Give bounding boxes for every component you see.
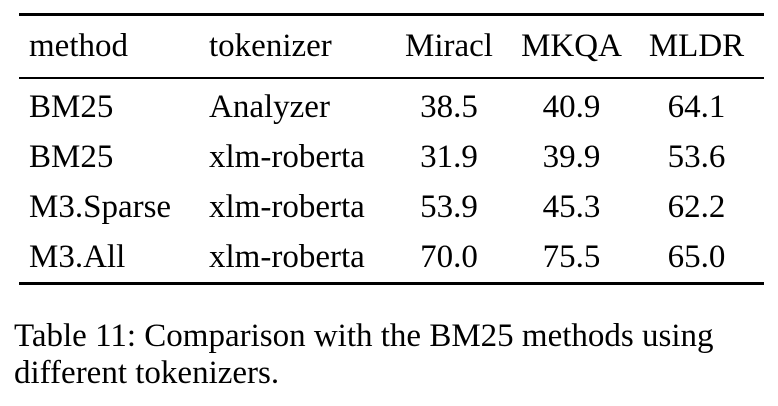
cell-method: BM25 <box>29 88 114 125</box>
cell-tokenizer: Analyzer <box>209 88 330 125</box>
cell-method: M3.All <box>29 238 126 275</box>
cell-miracl: 70.0 <box>420 238 478 275</box>
table-caption: Table 11: Comparison with the BM25 metho… <box>14 318 774 392</box>
cell-mkqa: 75.5 <box>542 238 601 275</box>
cell-miracl: 38.5 <box>420 88 478 125</box>
cell-method: BM25 <box>29 138 114 175</box>
header-row: method tokenizer Miracl MKQA MLDR <box>19 14 764 79</box>
table-row: BM25 xlm-roberta 31.9 39.9 53.6 <box>19 132 764 182</box>
cell-mldr: 53.6 <box>667 138 726 175</box>
column-header-method: method <box>19 14 204 79</box>
caption-line: Table 11: Comparison with the BM25 metho… <box>14 318 714 354</box>
column-header-mldr: MLDR <box>629 14 764 79</box>
cell-miracl: 31.9 <box>420 138 478 175</box>
cell-tokenizer: xlm-roberta <box>209 188 365 225</box>
column-header-miracl: Miracl <box>384 14 514 79</box>
cell-mkqa: 40.9 <box>542 88 601 125</box>
caption-line: different tokenizers. <box>14 355 280 391</box>
cell-tokenizer: xlm-roberta <box>209 238 365 275</box>
cell-mkqa: 39.9 <box>542 138 601 175</box>
cell-tokenizer: xlm-roberta <box>209 138 365 175</box>
results-table: method tokenizer Miracl MKQA MLDR BM25 A… <box>19 13 764 285</box>
cell-miracl: 53.9 <box>420 188 478 225</box>
cell-mkqa: 45.3 <box>542 188 601 225</box>
column-header-tokenizer: tokenizer <box>204 14 384 79</box>
cell-mldr: 64.1 <box>667 88 726 125</box>
table-row: BM25 Analyzer 38.5 40.9 64.1 <box>19 78 764 132</box>
table-row: M3.All xlm-roberta 70.0 75.5 65.0 <box>19 232 764 284</box>
cell-mldr: 65.0 <box>667 238 726 275</box>
table-row: M3.Sparse xlm-roberta 53.9 45.3 62.2 <box>19 182 764 232</box>
cell-mldr: 62.2 <box>667 188 726 225</box>
cell-method: M3.Sparse <box>29 188 172 225</box>
column-header-mkqa: MKQA <box>514 14 629 79</box>
